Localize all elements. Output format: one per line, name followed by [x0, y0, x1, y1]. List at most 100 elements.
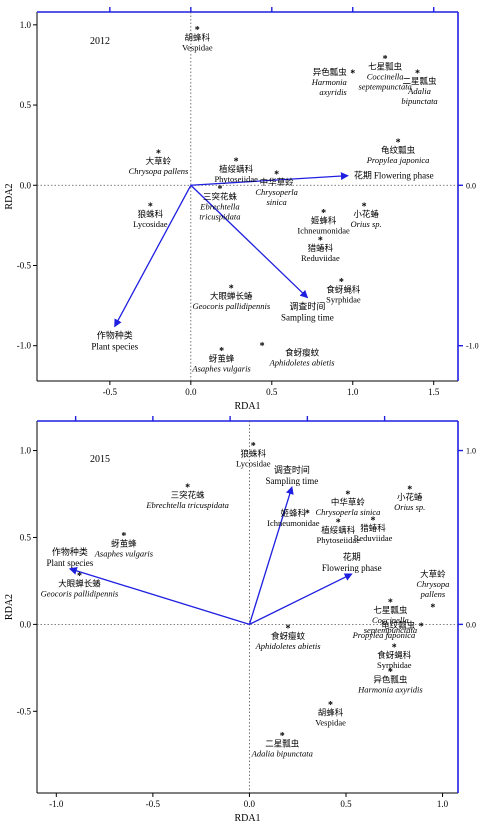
species-label-cn: 胡蜂科: [318, 707, 344, 717]
species-point: *: [217, 184, 222, 195]
species-label-cn: 姬蜂科: [281, 508, 307, 518]
species-label-en: Orius sp.: [350, 219, 381, 229]
species-label-en: Coccinella: [367, 72, 404, 82]
y-tick-label: -0.5: [17, 260, 32, 270]
x-tick-label: 1.5: [428, 387, 440, 397]
species-point: *: [415, 68, 420, 79]
species-point: *: [345, 490, 350, 501]
species-label-cn: 大草蛉: [420, 569, 446, 579]
species-label-en: Lycosidae: [133, 219, 168, 229]
species-label-en: Harmonia axyridis: [357, 684, 423, 694]
species-label-cn: 姬蜂科: [311, 216, 337, 226]
species-point: *: [121, 531, 126, 542]
species-point: *: [156, 149, 161, 160]
species-point: *: [388, 667, 393, 678]
species-label-cn: 蚜茧蜂: [209, 354, 235, 364]
species-label-en: Geocoris pallidipennis: [192, 301, 270, 311]
species-point: *: [305, 509, 310, 520]
species-label-cn: 猎蝽科: [308, 243, 334, 253]
right-tick-label: 0.0: [466, 181, 476, 190]
species-point: *: [286, 623, 291, 634]
species-point: *: [280, 731, 285, 742]
species-point: *: [260, 341, 265, 352]
species-label-en: Vespidae: [182, 43, 213, 53]
right-tick-label: 1.0: [466, 447, 476, 456]
species-label-cn: 龟纹瓢虫: [381, 145, 416, 155]
env-label-en: Sampling time: [266, 476, 319, 486]
right-tick-label: -1.0: [466, 342, 479, 351]
env-label-cn: 作物种类: [52, 546, 88, 557]
species-label-cn: 植绥螨科: [321, 525, 356, 535]
env-arrow: [190, 172, 349, 186]
env-arrow: [114, 184, 192, 328]
species-label-cn: 三突花蛛: [171, 490, 206, 500]
env-label-cn: 花期: [354, 170, 372, 181]
species-point: *: [77, 571, 82, 582]
species-point: *: [274, 170, 279, 181]
species-point: *: [219, 346, 224, 357]
y-tick-label: 1.0: [20, 20, 32, 30]
species-label-en: Harmonia: [311, 77, 347, 87]
y-tick-label: 0.5: [20, 532, 32, 542]
species-label-cn: 小花蝽: [353, 209, 379, 219]
env-label-cn: 花期: [343, 551, 361, 562]
env-label-en: Sampling time: [281, 313, 334, 323]
x-tick-label: -0.5: [146, 799, 161, 809]
species-label-en: Phytoseiidae: [214, 174, 258, 184]
species-label-en: Ichneumonidae: [297, 226, 350, 236]
species-label-en: Asaphes vulgaris: [191, 364, 251, 374]
species-label-cn: 狼蛛科: [138, 209, 164, 219]
species-label-cn: 植绥螨科: [219, 164, 254, 174]
rda-panel-2015: -1.0 -0.5 0.0 0.5 1.0 -0.5 0.0 0.5 1.0 0.0 1.0 RDA1…: [4, 416, 476, 824]
species-label-en: Chrysoperla sinica: [315, 507, 380, 517]
species-label-en: septempunctata: [364, 625, 417, 635]
species-label-cn: 异色瓢虫: [373, 674, 408, 684]
y-tick-label: 1.0: [20, 446, 32, 456]
species-label-en: Adalia: [407, 86, 431, 96]
species-label-en: Coccinella: [372, 615, 409, 625]
env-label-cn: 调查时间: [289, 301, 325, 312]
species-point: *: [407, 484, 412, 495]
species-label-cn: 异色瓢虫: [313, 67, 348, 77]
species-point: *: [148, 202, 153, 213]
species-label-en: Syrphidae: [326, 295, 361, 305]
species-label-en: Propylea japonica: [366, 155, 430, 165]
y-axis-label: RDA2: [4, 183, 15, 209]
species-point: *: [430, 603, 435, 614]
y-tick-label: 0.0: [20, 619, 32, 629]
species-label-en: Chrysopa: [416, 579, 449, 589]
env-arrow: [249, 573, 353, 625]
species-point: *: [383, 54, 388, 65]
species-label-en: sinica: [266, 197, 286, 207]
env-arrow: [68, 567, 250, 626]
env-arrow: [248, 486, 294, 625]
species-point: *: [234, 157, 239, 168]
species-point: *: [396, 137, 401, 148]
x-tick-label: 0.0: [244, 799, 256, 809]
x-tick-label: 0.5: [340, 799, 352, 809]
species-point: *: [318, 235, 323, 246]
species-label-en: Vespidae: [315, 717, 346, 727]
species-label-en: Chrysopa pallens: [129, 166, 189, 176]
